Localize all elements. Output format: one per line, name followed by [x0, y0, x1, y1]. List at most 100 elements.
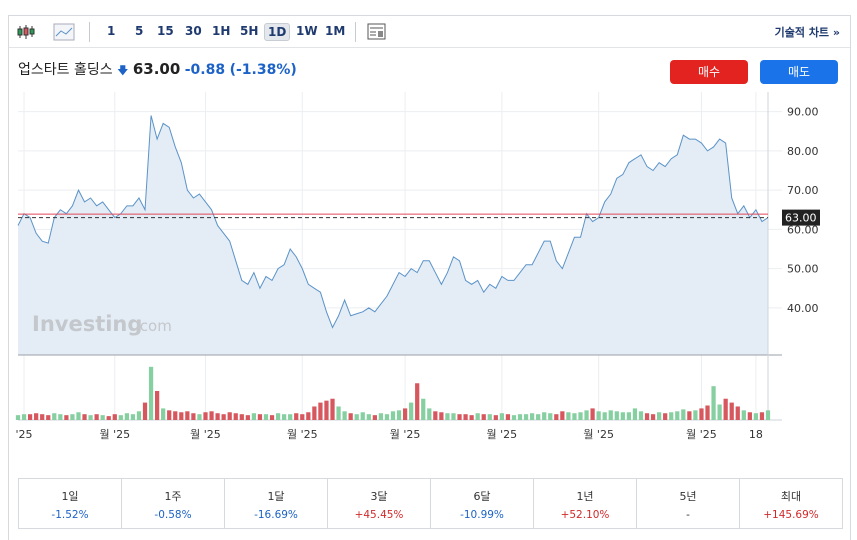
period-label: 1주 — [164, 490, 182, 503]
interval-button[interactable]: 1 — [107, 24, 116, 38]
watermark-suffix: .com — [135, 317, 172, 335]
y-tick-label: 40.00 — [787, 302, 819, 315]
instrument-name: 업스타트 홀딩스 — [18, 62, 113, 78]
volume-bar — [529, 413, 535, 420]
volume-bar — [336, 406, 341, 420]
watermark: Investing — [32, 312, 142, 336]
y-tick-label: 70.00 — [787, 184, 819, 197]
volume-bar — [318, 402, 323, 420]
period-change: +52.10% — [560, 509, 610, 521]
volume-bar — [148, 366, 154, 420]
x-tick-label: 월 '25 — [287, 428, 318, 441]
volume-bar — [669, 412, 674, 420]
performance-cell: 6달 -10.99% — [431, 479, 534, 528]
y-tick-label: 60.00 — [787, 223, 819, 236]
x-tick-label: 월 '25 — [487, 428, 518, 441]
volume-bar — [747, 412, 752, 420]
volume-bar — [542, 412, 547, 420]
interval-button[interactable]: 5H — [240, 24, 259, 38]
widget: 1 5 15 30 1H 5H 1D 1W 1M 기술적 차트 » 업스타트 홀딩스 🡇 63.… — [8, 15, 851, 540]
volume-bar — [693, 410, 698, 420]
volume-bar — [64, 415, 69, 420]
volume-bar — [439, 412, 444, 420]
volume-bar — [136, 411, 142, 420]
performance-table: 1일 -1.52% 1주 -0.58% 1달 -16.69% 3달 +45.45% 6달 -10.… — [18, 478, 843, 529]
volume-bar — [215, 413, 220, 420]
sell-button[interactable]: 매도 — [760, 60, 838, 84]
volume-bar — [445, 413, 450, 420]
volume-bar — [372, 415, 377, 420]
interval-button[interactable]: 1M — [325, 24, 346, 38]
x-tick-label: 월 '25 — [686, 428, 717, 441]
period-change: -0.58% — [154, 509, 192, 521]
volume-bar — [288, 414, 293, 420]
performance-cell: 3달 +45.45% — [328, 479, 431, 528]
period-label: 6달 — [473, 490, 491, 503]
volume-bar — [505, 414, 511, 420]
performance-cell: 1달 -16.69% — [225, 479, 328, 528]
volume-bar — [282, 414, 287, 420]
price-area — [18, 115, 768, 355]
period-label: 5년 — [679, 490, 697, 503]
interval-button[interactable]: 1D — [264, 23, 291, 41]
last-price-box — [782, 209, 820, 226]
chart-type-icons[interactable] — [17, 23, 87, 41]
performance-cell: 1일 -1.52% — [19, 479, 122, 528]
volume-bar — [536, 414, 541, 420]
volume-bar — [475, 413, 480, 420]
period-change: - — [686, 509, 690, 521]
volume-bar — [650, 414, 656, 420]
period-change: -16.69% — [254, 509, 298, 521]
period-label: 1일 — [61, 490, 79, 503]
x-tick-label: 18 — [749, 428, 763, 441]
period-label: 3달 — [370, 490, 388, 503]
volume-bar — [499, 413, 504, 420]
interval-button[interactable]: 1H — [212, 24, 231, 38]
volume-bar — [52, 413, 57, 420]
technical-chart-link[interactable]: 기술적 차트 » — [774, 26, 840, 39]
volume-bar — [729, 402, 734, 420]
volume-bar — [409, 402, 414, 420]
quote-header: 업스타트 홀딩스 🡇 63.00 -0.88 (-1.38%) — [18, 59, 297, 81]
volume-bar — [263, 414, 269, 420]
volume-bar — [342, 411, 347, 420]
volume-bar — [596, 411, 601, 420]
volume-bar — [94, 414, 99, 420]
layout-icon[interactable] — [367, 23, 387, 41]
down-arrow: 🡇 — [117, 64, 129, 77]
price: 63.00 — [132, 60, 181, 78]
volume-bar — [34, 413, 39, 420]
volume-bar — [554, 414, 559, 420]
volume-bar — [100, 415, 105, 420]
volume-bar — [161, 408, 166, 420]
x-tick-label: 월 '25 — [390, 428, 421, 441]
volume-bar — [451, 413, 456, 420]
toolbar: 1 5 15 30 1H 5H 1D 1W 1M 기술적 차트 » — [9, 16, 850, 48]
buy-button[interactable]: 매수 — [670, 60, 748, 84]
volume-bar — [638, 411, 644, 420]
separator — [355, 22, 356, 42]
interval-button[interactable]: 1W — [296, 24, 318, 38]
volume-bar — [324, 400, 329, 420]
volume-bar — [735, 406, 740, 420]
volume-bar — [245, 415, 250, 420]
volume-bar — [173, 411, 178, 420]
volume-bar — [469, 415, 474, 420]
interval-button[interactable]: 15 — [157, 24, 174, 38]
period-change: +45.45% — [354, 509, 404, 521]
performance-cell: 최대 +145.69% — [740, 479, 842, 528]
volume-bar — [584, 410, 589, 420]
interval-button[interactable]: 30 — [185, 24, 202, 38]
change-percent: (-1.38%) — [229, 62, 297, 78]
volume-bar — [330, 398, 335, 420]
volume-bar — [590, 408, 595, 420]
period-change: -10.99% — [460, 509, 504, 521]
y-tick-label: 90.00 — [787, 106, 819, 119]
interval-button[interactable]: 5 — [135, 24, 144, 38]
volume-bar — [106, 416, 111, 420]
volume-bar — [70, 414, 75, 420]
volume-bar — [765, 410, 771, 420]
volume-bar — [415, 383, 420, 420]
volume-bar — [481, 414, 486, 420]
volume-bar — [572, 413, 577, 420]
